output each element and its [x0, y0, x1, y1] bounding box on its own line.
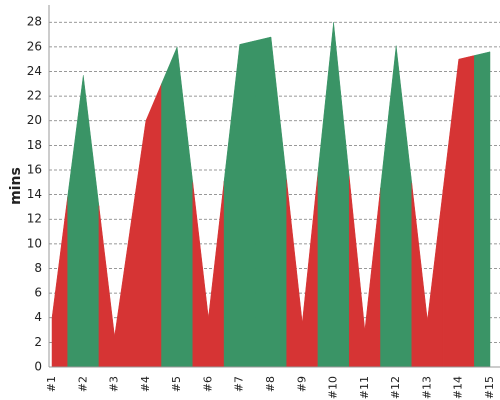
x-tick-label: #5: [170, 376, 183, 392]
y-tick-label: 16: [27, 162, 42, 176]
y-tick-label: 22: [27, 89, 42, 103]
area-segment: [286, 172, 319, 368]
area-segment: [255, 36, 287, 368]
area-segment: [442, 55, 475, 368]
area-segment: [411, 182, 444, 368]
x-tick-label: #3: [108, 376, 121, 392]
x-tick-label: #11: [358, 376, 371, 399]
x-tick-label: #9: [295, 376, 308, 392]
y-tick-label: 8: [34, 261, 42, 275]
x-tick-label: #13: [420, 376, 433, 399]
area-segment: [192, 181, 225, 368]
x-tick-label: #4: [139, 376, 152, 392]
y-tick-label: 20: [27, 113, 42, 127]
y-axis-label: mins: [8, 167, 24, 205]
y-tick-label: 26: [27, 39, 42, 53]
area-segment: [67, 75, 100, 368]
x-tick-label: #10: [327, 376, 340, 399]
area-segment: [161, 45, 194, 368]
area-segment: [98, 205, 131, 368]
area-segment: [348, 176, 381, 368]
y-tick-label: 14: [27, 187, 42, 201]
y-tick-label: 28: [27, 15, 42, 29]
y-tick-label: 10: [27, 236, 42, 250]
x-tick-label: #12: [389, 376, 402, 399]
x-tick-label: #8: [264, 376, 277, 392]
x-tick-label: #1: [45, 376, 58, 392]
area-segment: [223, 40, 256, 368]
x-tick-label: #6: [201, 376, 214, 392]
x-tick-label: #14: [452, 376, 465, 399]
y-tick-label: 6: [34, 286, 42, 300]
area-segment: [317, 22, 350, 368]
x-tick-label: #15: [483, 376, 496, 399]
y-tick-label: 24: [27, 64, 42, 78]
x-tick-label: #7: [233, 376, 246, 392]
area-segment: [474, 51, 491, 368]
area-segment: [380, 45, 413, 368]
y-tick-label: 0: [34, 360, 42, 374]
area-segment: [129, 83, 162, 368]
y-tick-label: 4: [34, 310, 42, 324]
y-tick-label: 18: [27, 138, 42, 152]
area-segment: [51, 196, 68, 368]
y-tick-label: 2: [34, 335, 42, 349]
y-tick-label: 12: [27, 212, 42, 226]
x-tick-label: #2: [76, 376, 89, 392]
